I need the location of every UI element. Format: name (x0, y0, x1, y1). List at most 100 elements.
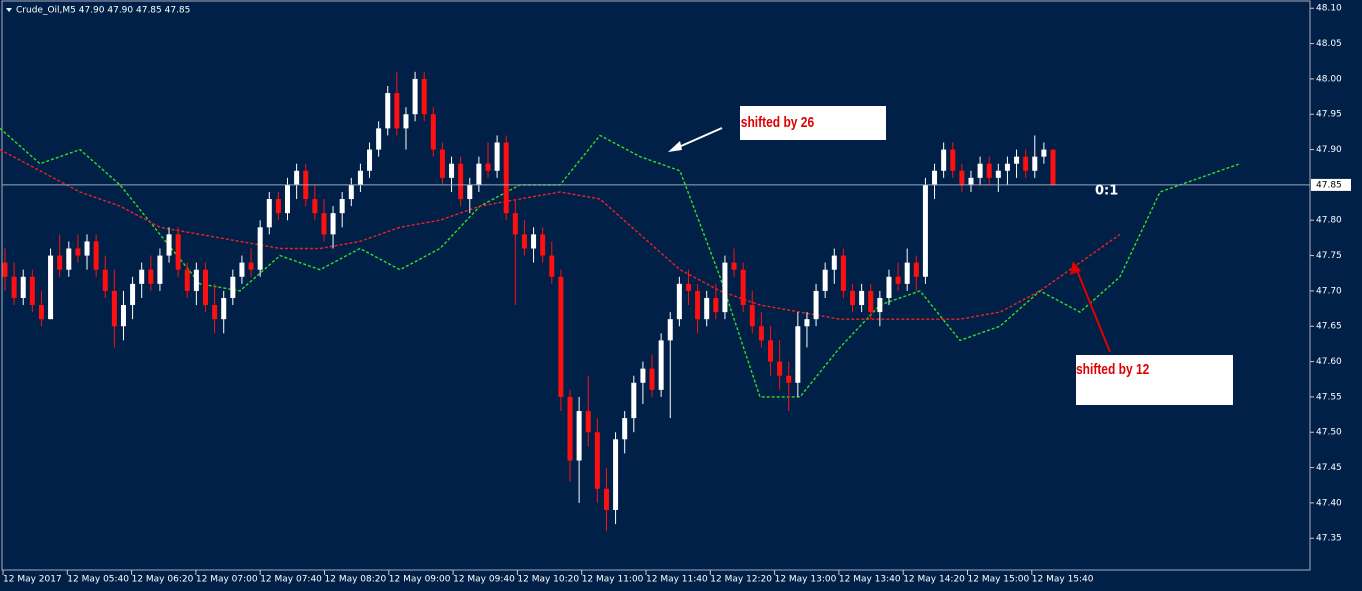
candle-body (676, 283, 682, 320)
y-tick-label: 48.10 (1316, 4, 1342, 14)
x-tick-label: 12 May 08:20 (325, 575, 387, 585)
candle-body (2, 262, 8, 277)
candle-body (613, 439, 619, 510)
candle-body (531, 234, 537, 249)
candle-body (84, 241, 90, 256)
candle-body (640, 368, 646, 383)
candle-body (740, 269, 746, 306)
y-tick-label: 47.90 (1316, 145, 1342, 155)
candle-body (521, 234, 527, 249)
candle-body (995, 170, 1001, 178)
x-tick-label: 12 May 07:00 (196, 575, 258, 585)
y-tick-label: 47.55 (1316, 392, 1342, 402)
x-tick-label: 12 May 06:20 (132, 575, 194, 585)
candle-body (895, 276, 901, 284)
y-tick-label: 48.05 (1316, 39, 1342, 49)
candle-body (20, 276, 26, 298)
plot-frame (1, 0, 1311, 571)
note-box (1076, 355, 1233, 405)
candle-body (594, 432, 600, 489)
candle-body (458, 163, 464, 200)
annotation: 0:1 (1095, 184, 1118, 199)
y-tick-label: 47.95 (1316, 110, 1342, 120)
candle-body (685, 283, 691, 291)
candle-body (175, 234, 181, 270)
candle-body (758, 326, 764, 341)
candle-body (749, 305, 755, 327)
candle-body (941, 149, 947, 171)
candle-body (385, 93, 391, 129)
candle-body (1041, 149, 1047, 157)
candle-body (1023, 156, 1029, 171)
x-tick-label: 12 May 10:20 (517, 575, 579, 585)
candle-body (658, 340, 664, 390)
candle-body (868, 290, 874, 313)
candle-body (1050, 149, 1056, 185)
x-tick-label: 12 May 09:40 (453, 575, 515, 585)
candle-body (403, 114, 409, 129)
candle-body (576, 411, 582, 461)
candle-body (139, 269, 145, 284)
candle-body (248, 262, 254, 270)
candle-body (713, 297, 719, 313)
y-tick-label: 47.80 (1316, 216, 1342, 226)
y-tick-label: 47.40 (1316, 498, 1342, 508)
candle-body (120, 305, 126, 327)
candle-body (494, 142, 500, 171)
y-tick-label: 47.35 (1316, 534, 1342, 544)
x-tick-label: 12 May 2017 (3, 575, 62, 585)
x-tick-label: 12 May 13:40 (839, 575, 901, 585)
x-tick-label: 12 May 07:40 (260, 575, 322, 585)
y-tick-label: 48.00 (1316, 74, 1342, 84)
candle-body (922, 184, 928, 277)
x-tick-label: 12 May 11:40 (646, 575, 708, 585)
x-tick-label: 12 May 15:00 (968, 575, 1030, 585)
x-tick-label: 12 May 05:40 (67, 575, 129, 585)
candle-body (959, 170, 965, 185)
menu-arrow (6, 8, 12, 12)
x-tick-label: 12 May 15:40 (1032, 575, 1094, 585)
candle-body (266, 199, 272, 228)
candle-body (357, 170, 363, 185)
candle-body (585, 411, 591, 433)
candle-body (731, 262, 737, 270)
candle-body (66, 248, 72, 270)
candle-body (157, 255, 163, 284)
candle-body (631, 382, 637, 419)
candle-body (649, 368, 655, 390)
candle-body (1004, 163, 1010, 171)
candle-body (795, 326, 801, 383)
candle-body (339, 199, 345, 214)
y-tick-label: 47.60 (1316, 357, 1342, 367)
x-tick-label: 12 May 11:00 (582, 575, 644, 585)
y-tick-label: 47.75 (1316, 251, 1342, 261)
candle-body (321, 213, 327, 235)
candle-body (102, 269, 108, 291)
candle-body (57, 255, 63, 270)
candle-body (904, 262, 910, 284)
candle-body (148, 269, 154, 284)
candle-body (877, 297, 883, 313)
candle-body (230, 276, 236, 298)
candle-body (130, 283, 136, 306)
candle-body (294, 170, 300, 185)
candle-body (467, 184, 473, 200)
candle-body (603, 488, 609, 510)
candle-body (840, 255, 846, 291)
y-tick-label: 47.65 (1316, 322, 1342, 332)
candle-body (202, 269, 208, 306)
candle-body (239, 262, 245, 277)
candle-body (767, 340, 773, 362)
price-box (1311, 178, 1351, 191)
x-tick-label: 12 May 14:20 (903, 575, 965, 585)
candle-body (913, 262, 919, 277)
candle-body (804, 319, 810, 327)
candle-body (549, 255, 555, 277)
candle-body (485, 163, 491, 171)
candle-body (813, 290, 819, 320)
candle-body (285, 184, 291, 214)
header: Crude_Oil,M5 47.90 47.90 47.85 47.85 (16, 6, 190, 16)
candle-body (221, 297, 227, 320)
candle-body (932, 170, 938, 185)
candle-body (166, 234, 172, 256)
